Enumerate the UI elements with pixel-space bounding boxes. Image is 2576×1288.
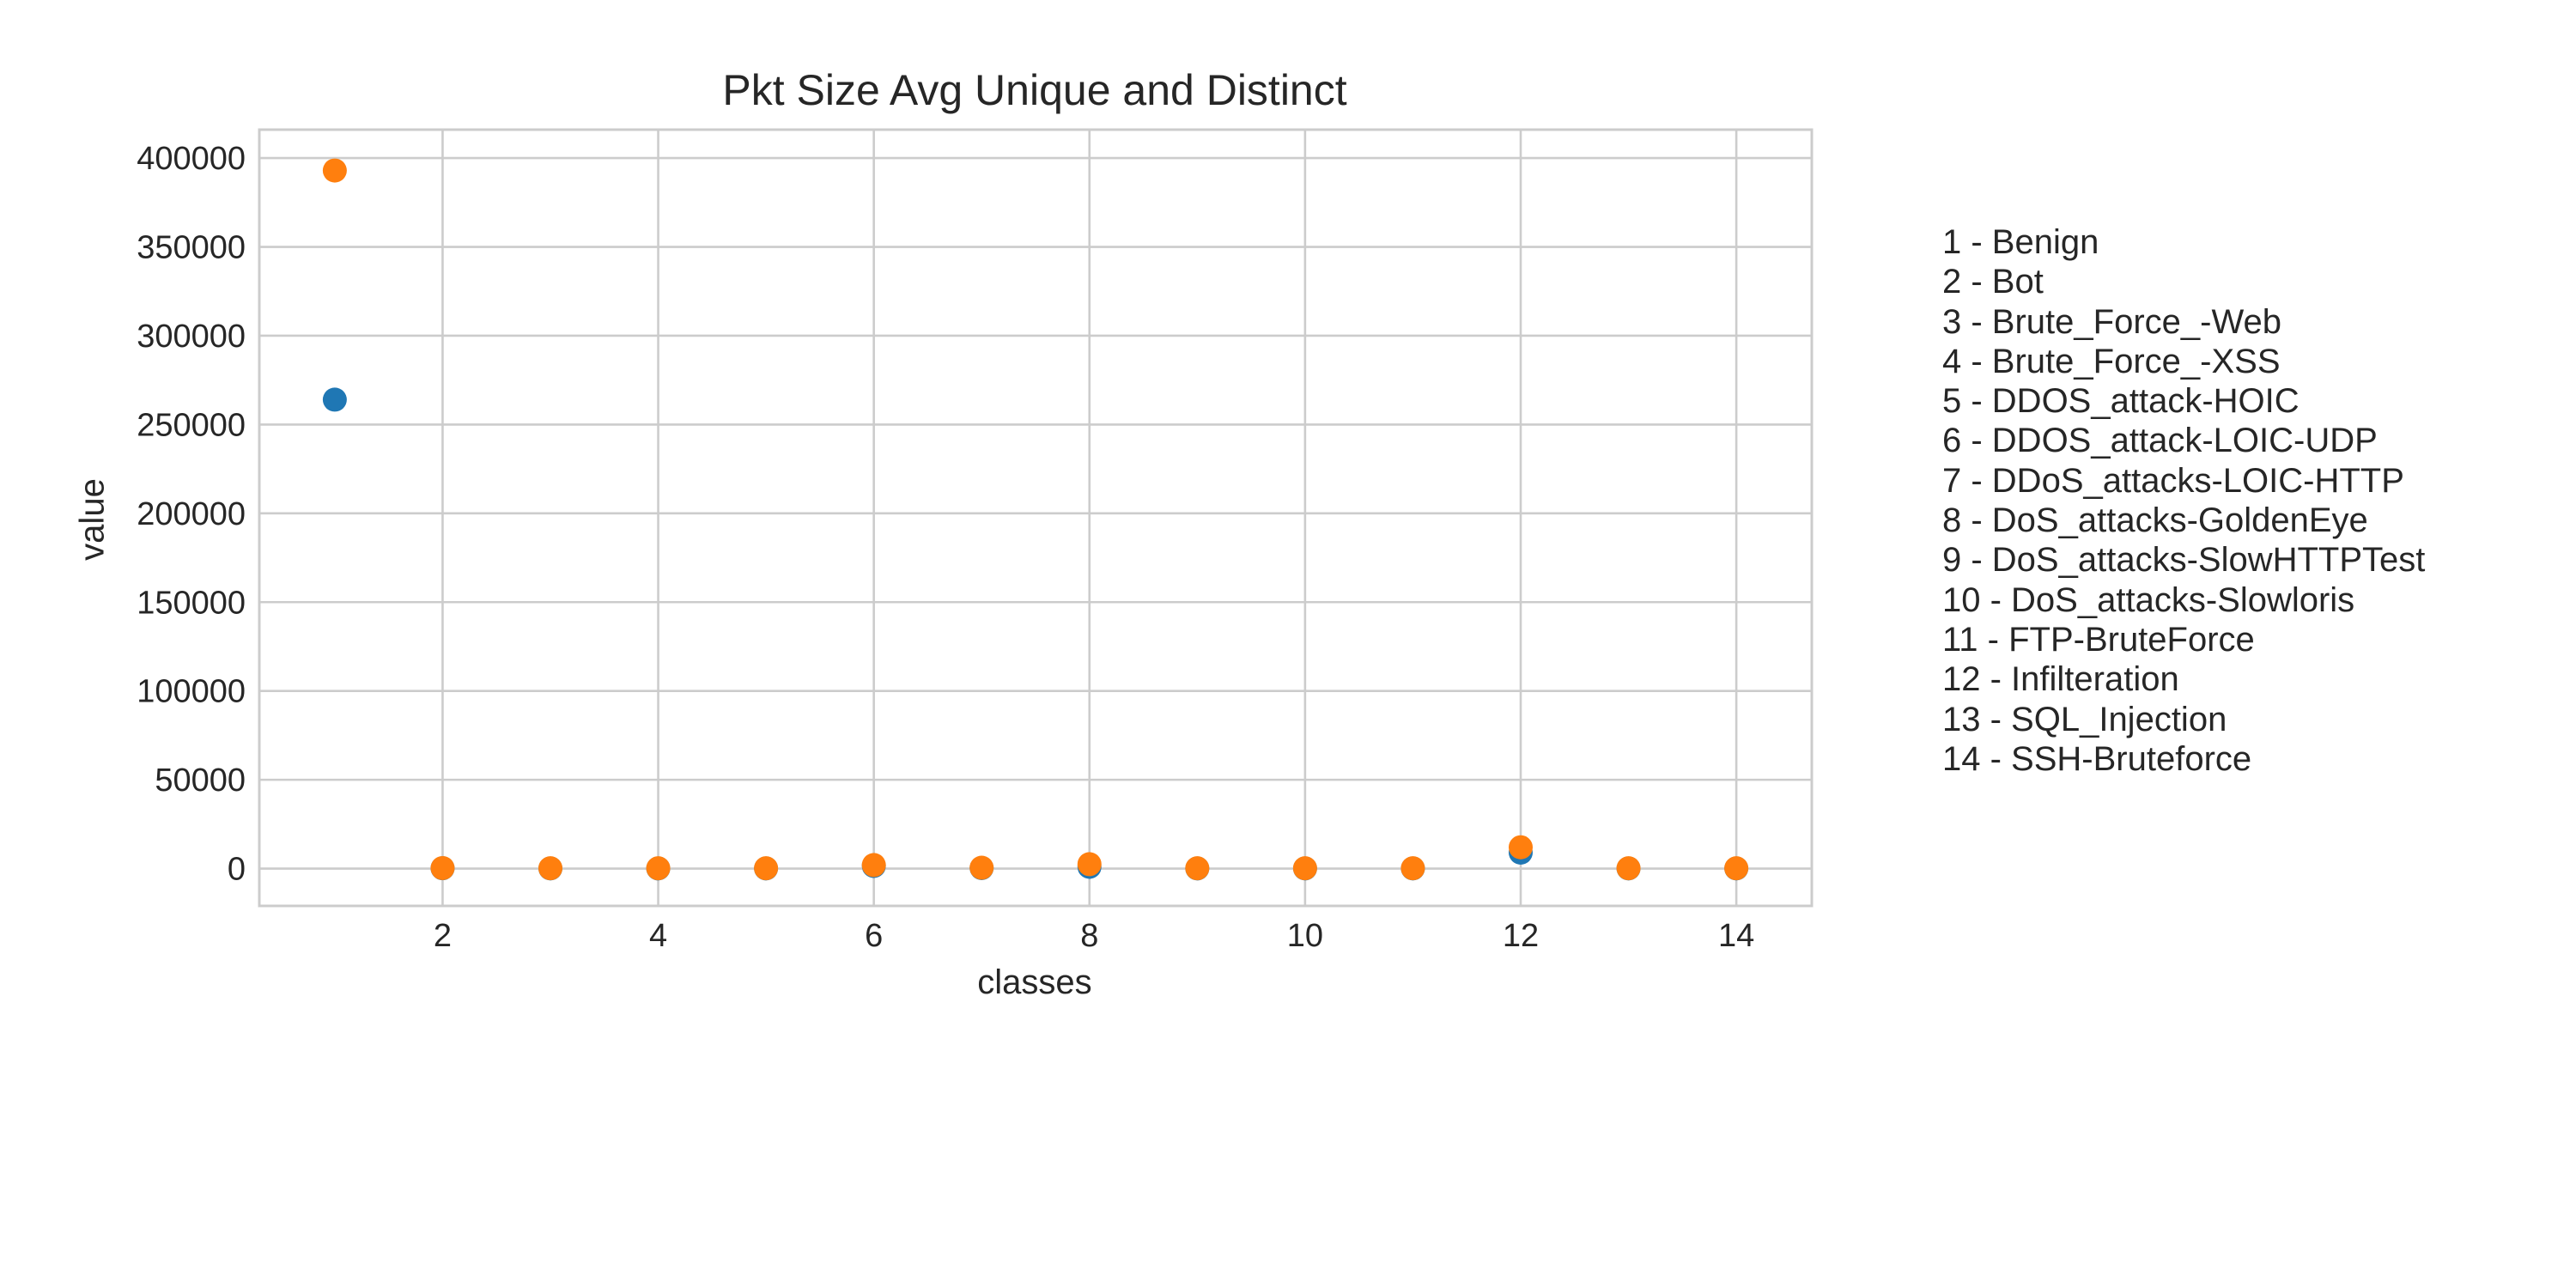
x-tick-label: 8 — [1080, 918, 1098, 954]
series-2-point — [646, 856, 671, 881]
y-tick-label: 300000 — [137, 319, 246, 355]
y-tick-label: 150000 — [137, 585, 246, 621]
plot-frame — [258, 128, 1814, 908]
class-legend-item: 3 - Brute_Force_-Web — [1942, 302, 2281, 341]
class-legend-item: 7 - DDoS_attacks-LOIC-HTTP — [1942, 461, 2404, 500]
class-legend-item: 2 - Bot — [1942, 263, 2044, 301]
x-tick-label: 4 — [649, 918, 667, 954]
y-axis-ticks: 0 50000 100000 150000 200000 250000 300000 3500… — [137, 141, 246, 887]
x-tick-label: 6 — [865, 918, 883, 954]
class-legend-item: 14 - SSH-Bruteforce — [1942, 739, 2252, 778]
y-tick-label: 350000 — [137, 230, 246, 266]
class-legend-item: 8 - DoS_attacks-GoldenEye — [1942, 501, 2368, 540]
class-legend-item: 5 - DDOS_attack-HOIC — [1942, 382, 2300, 421]
series-2-point — [1509, 835, 1533, 860]
y-tick-label: 400000 — [137, 141, 246, 177]
series-2-point — [861, 853, 886, 878]
x-axis-label: classes — [977, 963, 1092, 1001]
class-legend: 1 - Benign 2 - Bot 3 - Brute_Force_-Web … — [1942, 222, 2425, 779]
x-tick-label: 12 — [1503, 918, 1539, 954]
class-legend-item: 4 - Brute_Force_-XSS — [1942, 342, 2281, 380]
class-legend-item: 1 - Benign — [1942, 223, 2099, 261]
series-2-point — [969, 855, 994, 880]
class-legend-item: 13 - SQL_Injection — [1942, 700, 2227, 738]
series-2-point — [1616, 856, 1641, 881]
x-axis-ticks: 2 4 6 8 10 12 14 — [434, 918, 1754, 954]
series-2-point — [1292, 856, 1317, 881]
class-legend-item: 6 - DDOS_attack-LOIC-UDP — [1942, 422, 2378, 460]
class-legend-item: 11 - FTP-BruteForce — [1942, 620, 2255, 659]
class-legend-item: 9 - DoS_attacks-SlowHTTPTest — [1942, 541, 2426, 580]
y-tick-label: 250000 — [137, 407, 246, 443]
y-tick-label: 100000 — [137, 674, 246, 710]
chart-title: Pkt Size Avg Unique and Distinct — [722, 66, 1347, 114]
series-2-point — [1724, 856, 1749, 881]
y-tick-label: 200000 — [137, 496, 246, 532]
series-2-point — [1077, 852, 1102, 877]
data-points — [322, 158, 1749, 881]
series-2-point — [430, 855, 455, 880]
x-tick-label: 10 — [1287, 918, 1323, 954]
x-tick-label: 14 — [1718, 918, 1754, 954]
x-tick-label: 2 — [434, 918, 452, 954]
y-tick-label: 50000 — [155, 762, 246, 799]
series-2-point — [322, 158, 347, 183]
grid-lines — [259, 130, 1812, 906]
series-2-point — [754, 856, 779, 881]
class-legend-item: 10 - DoS_attacks-Slowloris — [1942, 580, 2355, 619]
y-axis-label: value — [73, 478, 112, 561]
class-legend-item: 12 - Infilteration — [1942, 660, 2179, 699]
series-2-point — [1185, 856, 1210, 881]
series-2-point — [538, 856, 562, 881]
series-2-point — [1400, 856, 1425, 881]
series-1-point — [322, 387, 347, 412]
y-tick-label: 0 — [228, 852, 246, 888]
